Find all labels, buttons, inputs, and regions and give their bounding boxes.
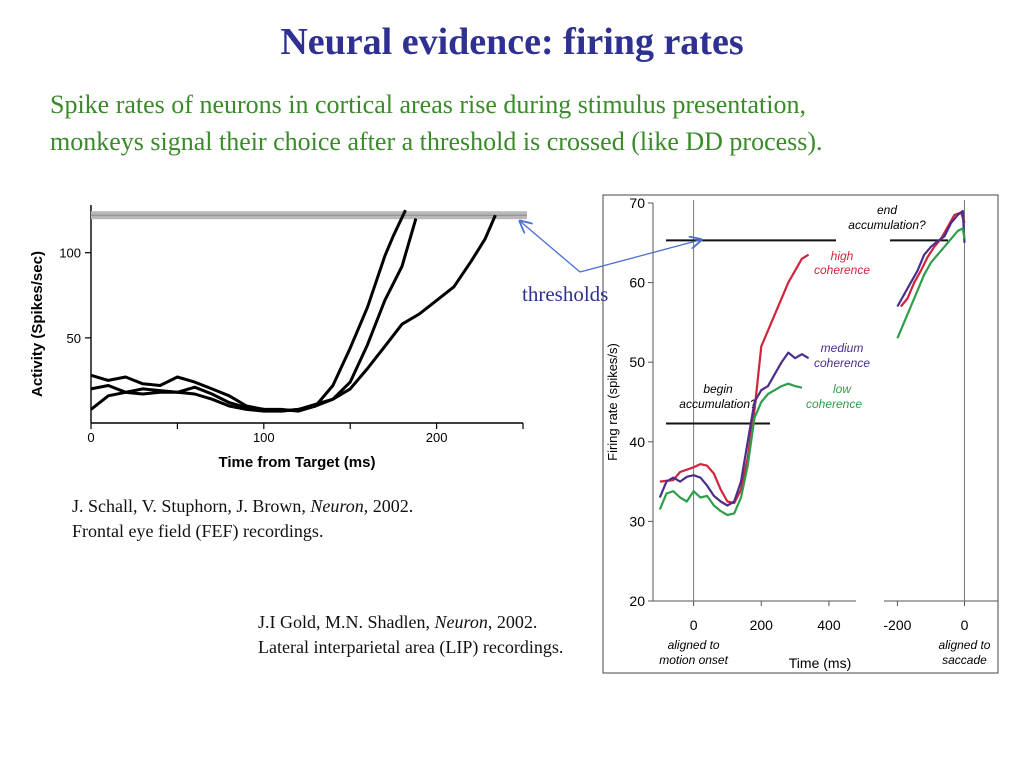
citation-1-authors: J. Schall, V. Stuphorn, J. Brown, bbox=[72, 496, 311, 516]
right-panel-1-label-line2: motion onset bbox=[659, 653, 728, 667]
right-y-tick-label: 30 bbox=[629, 513, 645, 529]
right-y-tick-label: 50 bbox=[629, 354, 645, 370]
subtitle-line-2: monkeys signal their choice after a thre… bbox=[50, 127, 823, 156]
right-panel-1-label-line1: aligned to bbox=[668, 638, 720, 652]
right-panel-2-label-line1: aligned to bbox=[938, 638, 990, 652]
begin-accumulation-line2: accumulation? bbox=[679, 397, 757, 411]
left-series-line-2 bbox=[90, 218, 418, 413]
left-series-line-3 bbox=[90, 214, 497, 413]
left-x-tick-label: 100 bbox=[253, 430, 275, 445]
right-y-tick-label: 60 bbox=[629, 275, 645, 291]
citation-2-journal: Neuron bbox=[434, 612, 488, 632]
right-panel-1-x-tick-label: 400 bbox=[817, 617, 841, 633]
right-series-2-motion-line bbox=[658, 351, 810, 507]
begin-accumulation-line1: begin bbox=[703, 382, 733, 396]
right-series-2-label-line1: medium bbox=[821, 341, 864, 355]
citation-1-description: Frontal eye field (FEF) recordings. bbox=[72, 521, 324, 541]
end-accumulation-line2: accumulation? bbox=[848, 218, 926, 232]
arrow-to-right-threshold bbox=[579, 240, 700, 273]
citation-2-authors: J.I Gold, M.N. Shadlen, bbox=[258, 612, 435, 632]
right-panel-1-x-tick-label: 0 bbox=[690, 617, 698, 633]
subtitle-line-1: Spike rates of neurons in cortical areas… bbox=[50, 90, 806, 119]
slide-subtitle: Spike rates of neurons in cortical areas… bbox=[50, 86, 990, 160]
right-chart-frame bbox=[602, 194, 999, 674]
right-panel-2-x-tick-label: -200 bbox=[883, 617, 911, 633]
right-series-1-label-line1: high bbox=[831, 249, 854, 263]
citation-1-year: , 2002. bbox=[363, 496, 414, 516]
citation-1-journal: Neuron bbox=[310, 496, 364, 516]
thresholds-label: thresholds bbox=[522, 282, 609, 306]
arrow-to-left-threshold bbox=[521, 222, 581, 273]
right-series-3-label-line1: low bbox=[833, 382, 852, 396]
right-series-3-label-line2: coherence bbox=[806, 397, 862, 411]
left-x-axis-label: Time from Target (ms) bbox=[219, 454, 376, 471]
right-y-axis-label: Firing rate (spikes/s) bbox=[605, 343, 620, 461]
citation-schall: J. Schall, V. Stuphorn, J. Brown, Neuron… bbox=[72, 494, 413, 544]
citation-2-description: Lateral interparietal area (LIP) recordi… bbox=[258, 637, 564, 657]
end-accumulation-line1: end bbox=[877, 203, 897, 217]
right-series-2-saccade-line bbox=[896, 209, 966, 308]
citation-2-year: , 2002. bbox=[487, 612, 538, 632]
right-y-tick-label: 70 bbox=[629, 195, 645, 211]
right-x-axis-label: Time (ms) bbox=[789, 655, 851, 671]
right-series-1-motion-line bbox=[659, 253, 810, 505]
right-series-3-saccade-line bbox=[896, 227, 966, 339]
slide-title: Neural evidence: firing rates bbox=[280, 21, 744, 63]
left-y-axis-label: Activity (Spikes/sec) bbox=[29, 251, 46, 397]
left-y-tick-label: 50 bbox=[67, 331, 81, 346]
citation-gold: J.I Gold, M.N. Shadlen, Neuron, 2002. La… bbox=[258, 610, 563, 660]
right-panel-1-x-tick-label: 200 bbox=[750, 617, 774, 633]
right-panel-2-x-tick-label: 0 bbox=[961, 617, 969, 633]
left-x-tick-label: 0 bbox=[87, 430, 94, 445]
right-series-1-label-line2: coherence bbox=[814, 263, 870, 277]
right-series-1-saccade-line bbox=[899, 211, 966, 308]
left-x-tick-label: 200 bbox=[426, 430, 448, 445]
right-y-tick-label: 20 bbox=[629, 593, 645, 609]
left-y-tick-label: 100 bbox=[59, 246, 81, 261]
right-panel-2-label-line2: saccade bbox=[942, 653, 987, 667]
right-series-3-motion-line bbox=[658, 382, 803, 517]
right-y-tick-label: 40 bbox=[629, 434, 645, 450]
right-series-2-label-line2: coherence bbox=[814, 356, 870, 370]
